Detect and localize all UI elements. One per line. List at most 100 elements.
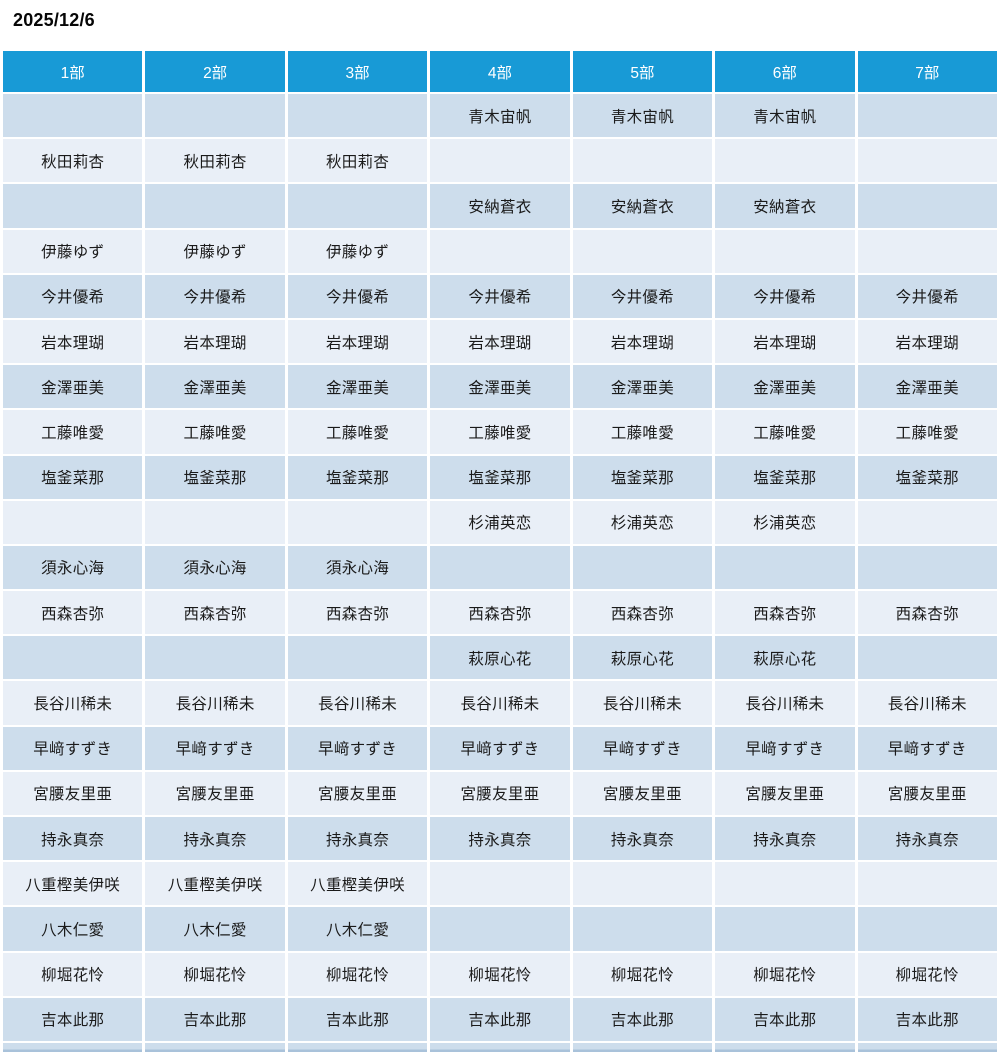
name-cell: 柳堀花怜	[430, 952, 570, 996]
name-cell: 杉浦英恋	[430, 500, 570, 544]
name-cell: 塩釜菜那	[857, 455, 997, 499]
name-cell: 安納蒼衣	[572, 184, 713, 228]
name-cell: 金澤亜美	[857, 365, 997, 409]
empty-cell	[430, 862, 570, 906]
name-cell: 西森杏弥	[430, 591, 570, 635]
name-cell: 長谷川稀未	[857, 681, 997, 725]
name-cell: 持永真奈	[857, 817, 997, 861]
partial-cell	[857, 1042, 997, 1052]
name-cell: 金澤亜美	[572, 365, 713, 409]
name-cell: 吉本此那	[715, 997, 855, 1041]
name-cell: 柳堀花怜	[287, 952, 428, 996]
name-cell: 安納蒼衣	[430, 184, 570, 228]
empty-cell	[3, 94, 143, 138]
name-cell: 須永心海	[287, 545, 428, 590]
column-header-4: 4部	[430, 51, 570, 92]
name-cell: 塩釜菜那	[145, 455, 285, 499]
partial-cell	[287, 1042, 428, 1052]
empty-cell	[715, 139, 855, 183]
name-cell: 今井優希	[715, 274, 855, 318]
name-cell: 宮腰友里亜	[3, 771, 143, 815]
name-cell: 八木仁愛	[145, 907, 285, 951]
name-cell: 青木宙帆	[715, 94, 855, 138]
name-cell: 萩原心花	[430, 636, 570, 680]
partial-cell	[715, 1042, 855, 1052]
empty-cell	[3, 636, 143, 680]
name-cell: 今井優希	[287, 274, 428, 318]
partial-cell	[572, 1042, 713, 1052]
name-cell: 塩釜菜那	[3, 455, 143, 499]
name-cell: 工藤唯愛	[857, 410, 997, 454]
name-cell: 岩本理瑚	[145, 319, 285, 364]
name-cell: 長谷川稀未	[3, 681, 143, 725]
partial-cell	[145, 1042, 285, 1052]
partial-next-row	[3, 1042, 997, 1052]
name-cell: 金澤亜美	[287, 365, 428, 409]
empty-cell	[430, 229, 570, 273]
name-cell: 持永真奈	[287, 817, 428, 861]
name-cell: 早﨑すずき	[3, 726, 143, 770]
empty-cell	[572, 907, 713, 951]
name-cell: 萩原心花	[572, 636, 713, 680]
name-cell: 宮腰友里亜	[715, 771, 855, 815]
name-cell: 伊藤ゆず	[145, 229, 285, 273]
name-cell: 西森杏弥	[572, 591, 713, 635]
name-cell: 塩釜菜那	[287, 455, 428, 499]
name-cell: 伊藤ゆず	[3, 229, 143, 273]
name-cell: 工藤唯愛	[430, 410, 570, 454]
empty-cell	[145, 94, 285, 138]
name-cell: 八木仁愛	[287, 907, 428, 951]
name-cell: 早﨑すずき	[430, 726, 570, 770]
column-header-5: 5部	[572, 51, 713, 92]
name-cell: 安納蒼衣	[715, 184, 855, 228]
empty-cell	[287, 500, 428, 544]
empty-cell	[145, 636, 285, 680]
empty-cell	[857, 94, 997, 138]
name-cell: 柳堀花怜	[715, 952, 855, 996]
empty-cell	[715, 545, 855, 590]
name-cell: 西森杏弥	[287, 591, 428, 635]
name-cell: 持永真奈	[145, 817, 285, 861]
name-cell: 須永心海	[145, 545, 285, 590]
name-cell: 長谷川稀未	[145, 681, 285, 725]
empty-cell	[572, 229, 713, 273]
name-cell: 秋田莉杏	[287, 139, 428, 183]
name-cell: 岩本理瑚	[430, 319, 570, 364]
empty-cell	[287, 184, 428, 228]
name-cell: 今井優希	[857, 274, 997, 318]
empty-cell	[715, 862, 855, 906]
name-cell: 宮腰友里亜	[145, 771, 285, 815]
name-cell: 今井優希	[572, 274, 713, 318]
name-cell: 八重樫美伊咲	[3, 862, 143, 906]
name-cell: 吉本此那	[287, 997, 428, 1041]
table-header-row: 1部 2部 3部 4部 5部 6部 7部	[3, 51, 997, 92]
name-cell: 早﨑すずき	[287, 726, 428, 770]
name-cell: 今井優希	[145, 274, 285, 318]
name-cell: 西森杏弥	[145, 591, 285, 635]
name-cell: 八重樫美伊咲	[145, 862, 285, 906]
name-cell: 宮腰友里亜	[430, 771, 570, 815]
name-cell: 今井優希	[430, 274, 570, 318]
empty-cell	[572, 545, 713, 590]
empty-cell	[857, 862, 997, 906]
column-header-7: 7部	[857, 51, 997, 92]
name-cell: 宮腰友里亜	[572, 771, 713, 815]
name-cell: 青木宙帆	[572, 94, 713, 138]
name-cell: 宮腰友里亜	[287, 771, 428, 815]
empty-cell	[857, 907, 997, 951]
name-cell: 長谷川稀未	[715, 681, 855, 725]
empty-cell	[715, 907, 855, 951]
name-cell: 伊藤ゆず	[287, 229, 428, 273]
name-cell: 早﨑すずき	[572, 726, 713, 770]
name-cell: 金澤亜美	[430, 365, 570, 409]
name-cell: 柳堀花怜	[3, 952, 143, 996]
name-cell: 金澤亜美	[3, 365, 143, 409]
name-cell: 早﨑すずき	[857, 726, 997, 770]
name-cell: 吉本此那	[3, 997, 143, 1041]
name-cell: 長谷川稀未	[287, 681, 428, 725]
column-header-1: 1部	[3, 51, 143, 92]
empty-cell	[715, 229, 855, 273]
name-cell: 工藤唯愛	[3, 410, 143, 454]
name-cell: 工藤唯愛	[572, 410, 713, 454]
name-cell: 持永真奈	[715, 817, 855, 861]
